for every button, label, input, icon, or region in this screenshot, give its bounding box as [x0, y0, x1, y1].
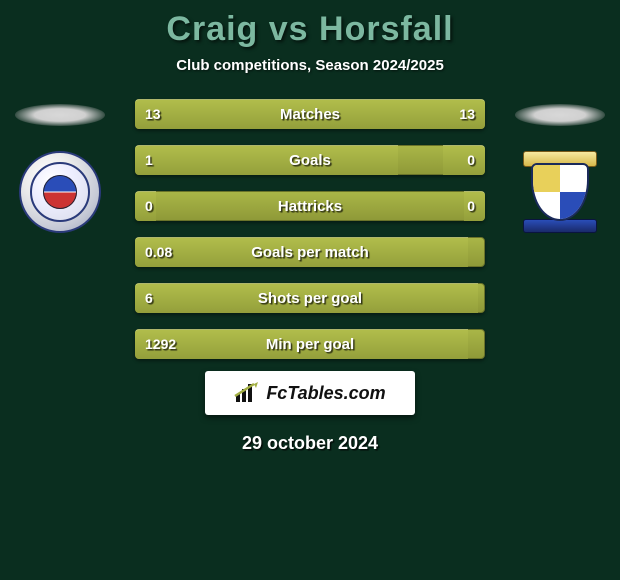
- branding-badge: FcTables.com: [205, 371, 415, 415]
- player-shadow-right: [515, 104, 605, 126]
- main-area: 13 13 Matches 1 0 Goals 0 0 Hattricks 0.08 Goals p…: [0, 99, 620, 359]
- crest-ribbon-icon: [523, 219, 597, 233]
- stat-value-left: 0.08: [145, 244, 172, 260]
- branding-text: FcTables.com: [266, 383, 385, 404]
- club-badge-left: [19, 151, 101, 233]
- stat-value-left: 6: [145, 290, 153, 306]
- stat-value-right: 13: [459, 106, 475, 122]
- stat-value-left: 0: [145, 198, 153, 214]
- date-text: 29 october 2024: [242, 433, 378, 454]
- stat-label: Matches: [280, 106, 340, 123]
- club-badge-right: [520, 151, 600, 241]
- stat-value-left: 13: [145, 106, 161, 122]
- bar-left-fill: [135, 145, 398, 175]
- stat-row: 6 Shots per goal: [135, 283, 485, 313]
- comparison-infographic: Craig vs Horsfall Club competitions, Sea…: [0, 0, 620, 454]
- page-title: Craig vs Horsfall: [166, 10, 453, 49]
- stat-value-right: 0: [467, 198, 475, 214]
- page-subtitle: Club competitions, Season 2024/2025: [176, 57, 444, 74]
- stat-value-right: 0: [467, 152, 475, 168]
- left-player-col: [10, 104, 110, 233]
- stat-row: 0 0 Hattricks: [135, 191, 485, 221]
- stat-value-left: 1292: [145, 336, 176, 352]
- bar-right-fill: [443, 145, 485, 175]
- stat-bars: 13 13 Matches 1 0 Goals 0 0 Hattricks 0.08 Goals p…: [130, 99, 490, 359]
- stat-label: Hattricks: [278, 198, 342, 215]
- bars-logo-icon: [234, 382, 260, 404]
- stat-label: Goals per match: [251, 244, 369, 261]
- stat-label: Shots per goal: [258, 290, 362, 307]
- stat-label: Min per goal: [266, 336, 354, 353]
- right-player-col: [510, 104, 610, 241]
- stat-row: 13 13 Matches: [135, 99, 485, 129]
- player-shadow-left: [15, 104, 105, 126]
- stat-label: Goals: [289, 152, 331, 169]
- stat-value-left: 1: [145, 152, 153, 168]
- stat-row: 0.08 Goals per match: [135, 237, 485, 267]
- stat-row: 1292 Min per goal: [135, 329, 485, 359]
- crest-shield-icon: [531, 163, 589, 221]
- stat-row: 1 0 Goals: [135, 145, 485, 175]
